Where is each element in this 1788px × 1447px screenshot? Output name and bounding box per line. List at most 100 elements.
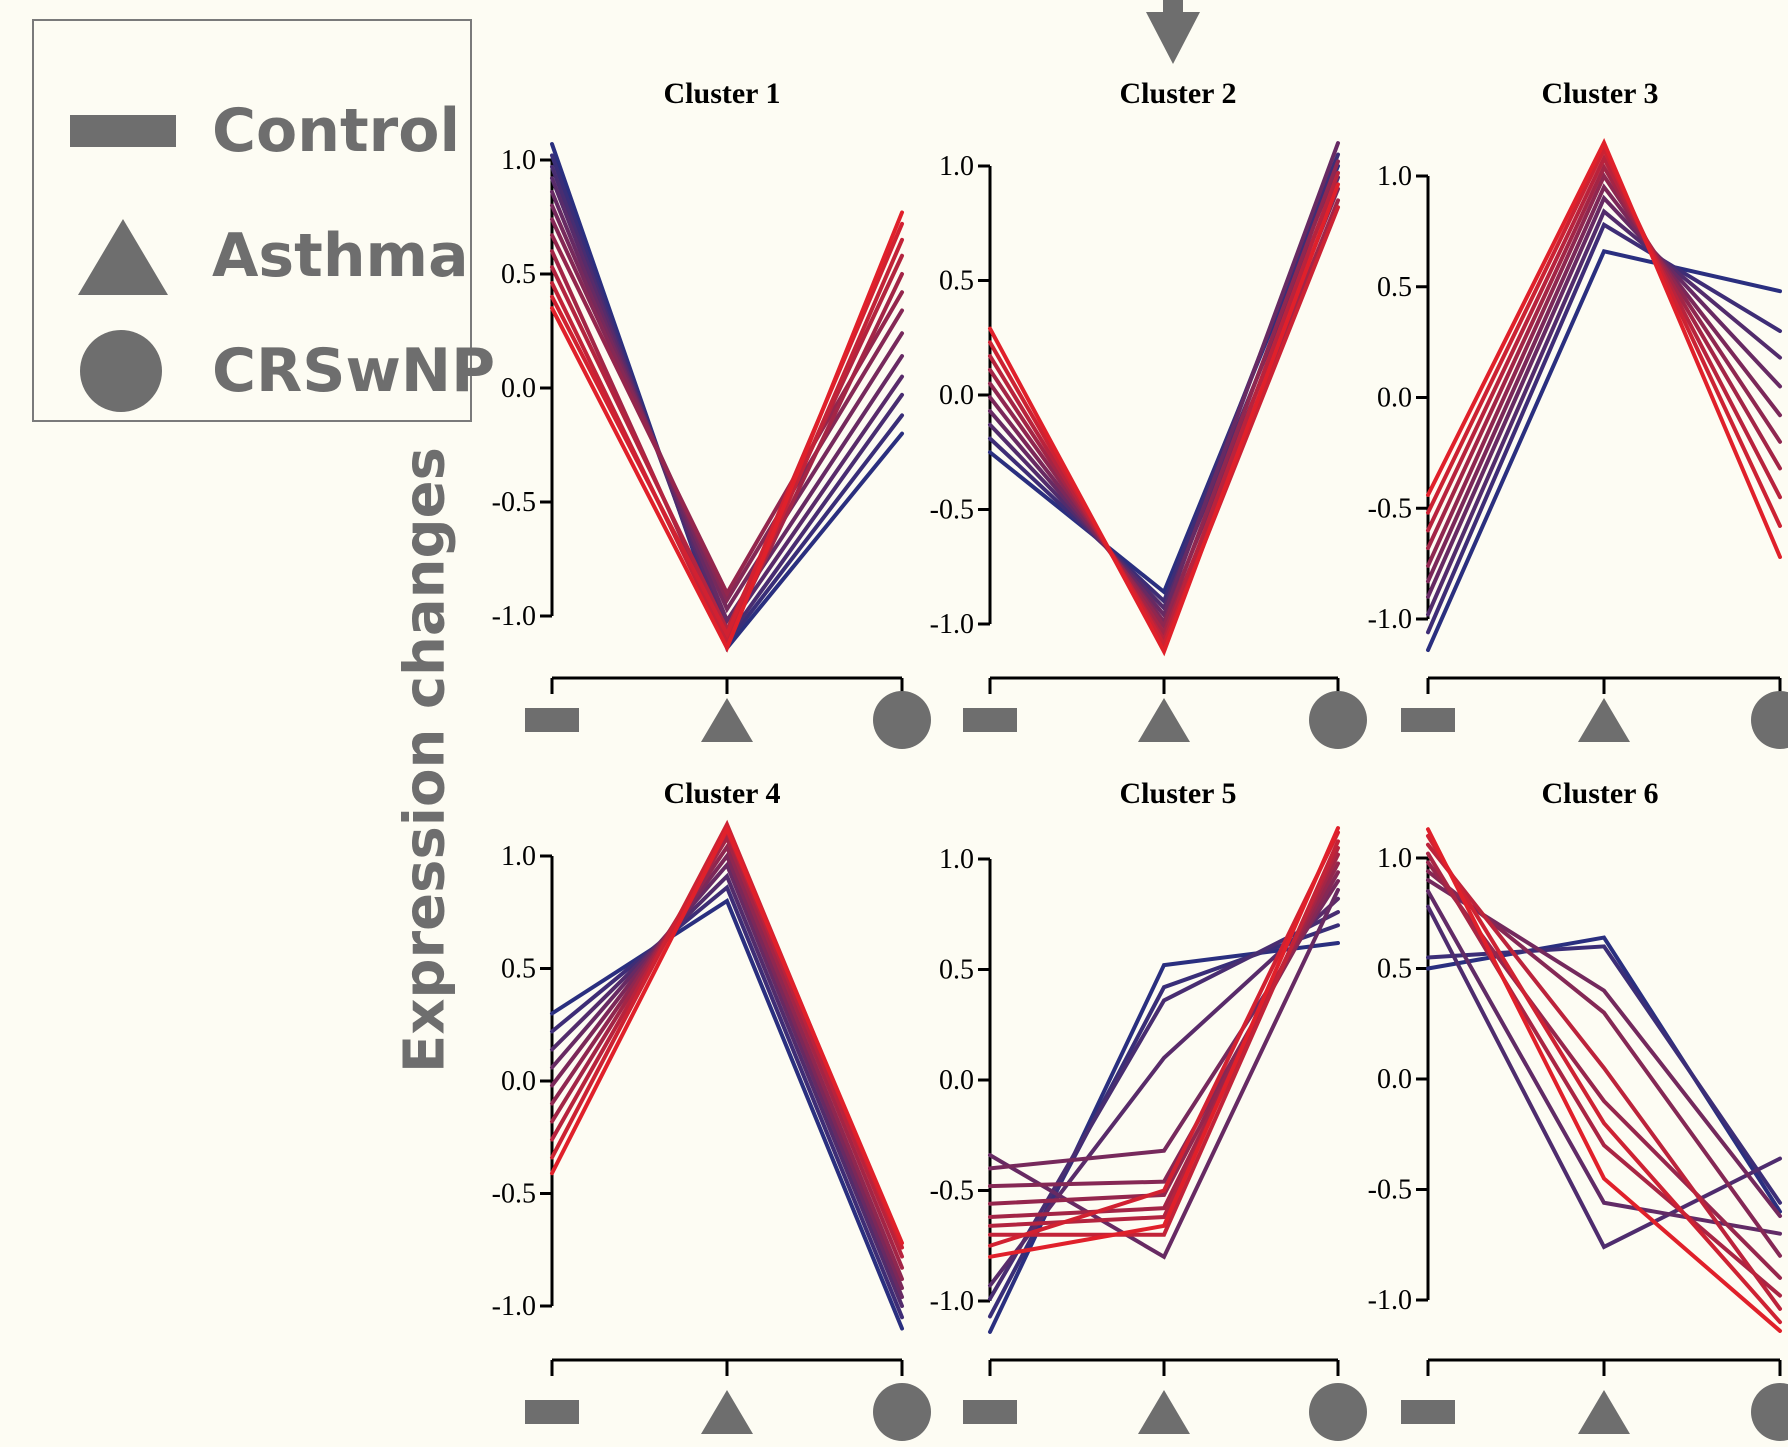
series-line	[1426, 248, 1782, 653]
series-line	[988, 887, 1340, 1260]
series-line	[988, 826, 1340, 1259]
control-rect-icon	[963, 1400, 1017, 1424]
y-tick-label: -1.0	[1368, 1285, 1412, 1316]
series-line	[550, 176, 904, 634]
y-tick-label: 0.5	[501, 259, 536, 290]
chart-panel-4: Cluster 4 1.0 0.5 0.0 -0.5 -1.0	[492, 777, 931, 1441]
series-line	[550, 872, 904, 1308]
legend-label: Control	[212, 96, 461, 166]
panel-title: Cluster 4	[664, 777, 781, 810]
chart-panel-6: Cluster 6 1.0 0.5 0.0 -0.5 -1.0	[1368, 777, 1788, 1441]
y-tick-label: 1.0	[501, 841, 536, 872]
y-tick-label: -1.0	[1368, 604, 1412, 635]
series-line	[988, 198, 1340, 638]
y-tick-label: 0.0	[939, 380, 974, 411]
panel-title: Cluster 6	[1542, 777, 1659, 810]
series-line	[550, 203, 904, 614]
series-line	[1426, 833, 1782, 1325]
y-tick-label: 0.5	[1377, 272, 1412, 303]
chart-panel-5: Cluster 5 1.0 0.5 0.0 -0.5 -1.0	[930, 777, 1367, 1441]
y-tick-label: -1.0	[492, 1291, 536, 1322]
panel-title: Cluster 1	[664, 77, 781, 110]
series-line	[550, 842, 904, 1281]
asthma-triangle-icon	[1138, 698, 1190, 742]
series-line	[988, 186, 1340, 626]
y-tick-label: -1.0	[930, 1286, 974, 1317]
series-line	[1426, 842, 1782, 1311]
asthma-triangle-icon	[1578, 698, 1630, 742]
series-line	[550, 851, 904, 1290]
y-tick-label: -0.5	[1368, 493, 1412, 524]
legend-label: CRSwNP	[212, 336, 496, 406]
asthma-triangle-icon	[701, 1390, 753, 1434]
series-line	[1426, 194, 1782, 599]
series-line	[1426, 208, 1782, 617]
series-line	[988, 205, 1340, 650]
asthma-triangle-icon	[701, 698, 753, 742]
series-line	[988, 141, 1340, 619]
series-line	[550, 833, 904, 1270]
control-rect-icon	[1401, 708, 1455, 732]
y-tick-label: 0.0	[501, 373, 536, 404]
chart-panel-3: Cluster 3 1.0 0.5 0.0 -0.5 -1.0	[1368, 77, 1788, 749]
series-line	[1426, 827, 1782, 1333]
crswnp-circle-icon	[873, 1383, 931, 1441]
y-tick-label: -0.5	[492, 487, 536, 518]
series-line	[1426, 851, 1782, 1298]
series-line	[988, 879, 1340, 1171]
series-line	[1426, 869, 1782, 1258]
series-line	[550, 898, 904, 1331]
y-tick-label: -0.5	[1368, 1175, 1412, 1206]
series-line	[1426, 162, 1782, 551]
y-tick-label: -0.5	[930, 1176, 974, 1207]
panel-title: Cluster 2	[1120, 77, 1237, 110]
y-tick-label: -1.0	[930, 609, 974, 640]
crswnp-circle-icon	[1309, 691, 1367, 749]
y-tick-label: 0.5	[939, 955, 974, 986]
control-rect-icon	[525, 1400, 579, 1424]
series-line	[1426, 889, 1782, 1236]
series-line	[988, 175, 1340, 612]
series-line	[988, 845, 1340, 1228]
series-line	[1426, 935, 1782, 1214]
y-tick-label: 1.0	[939, 844, 974, 875]
series-line	[550, 189, 904, 625]
legend-item-crswnp: CRSwNP	[34, 316, 495, 426]
series-line	[988, 830, 1340, 1248]
series-line	[988, 870, 1340, 1189]
y-tick-label: 0.5	[1377, 954, 1412, 985]
control-rect-icon	[525, 708, 579, 732]
series-line	[1426, 904, 1782, 1250]
control-rect-icon	[1401, 1400, 1455, 1424]
series-line	[1426, 221, 1782, 635]
control-rect-icon	[963, 708, 1017, 732]
legend-item-control: Control	[34, 76, 474, 186]
y-tick-label: 0.5	[939, 266, 974, 297]
series-line	[1426, 144, 1782, 528]
series-line	[988, 182, 1340, 657]
panel-title: Cluster 3	[1542, 77, 1659, 110]
series-line	[550, 210, 904, 653]
crswnp-circle-icon	[1309, 1383, 1367, 1441]
series-line	[988, 170, 1340, 645]
y-tick-label: 1.0	[501, 145, 536, 176]
asthma-triangle-icon	[78, 219, 168, 295]
crswnp-circle-icon	[1751, 691, 1788, 749]
panel-title: Cluster 5	[1120, 777, 1237, 810]
series-line	[988, 164, 1340, 596]
asthma-triangle-icon	[1578, 1390, 1630, 1434]
y-tick-label: 0.0	[1377, 1064, 1412, 1095]
y-tick-label: -0.5	[930, 495, 974, 526]
series-line	[550, 217, 904, 605]
control-rect-icon	[70, 115, 176, 147]
series-line	[1426, 171, 1782, 568]
y-tick-label: -1.0	[492, 601, 536, 632]
series-line	[550, 164, 904, 644]
y-tick-label: 1.0	[1377, 161, 1412, 192]
y-tick-label: 0.0	[939, 1065, 974, 1096]
y-tick-label: 0.0	[501, 1066, 536, 1097]
series-line	[550, 884, 904, 1320]
legend-item-asthma: Asthma	[34, 201, 474, 311]
